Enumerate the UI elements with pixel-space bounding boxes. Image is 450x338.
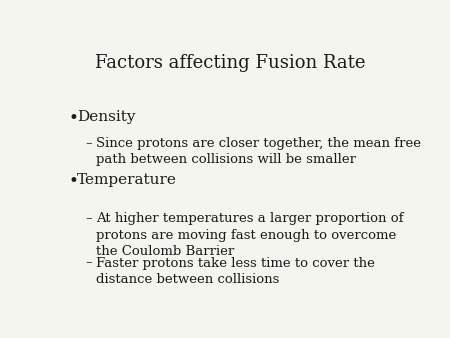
Text: Factors affecting Fusion Rate: Factors affecting Fusion Rate xyxy=(95,54,366,72)
Text: –: – xyxy=(86,137,93,150)
Text: At higher temperatures a larger proportion of
protons are moving fast enough to : At higher temperatures a larger proporti… xyxy=(96,212,404,258)
Text: Temperature: Temperature xyxy=(77,173,177,187)
Text: Faster protons take less time to cover the
distance between collisions: Faster protons take less time to cover t… xyxy=(96,257,375,286)
Text: –: – xyxy=(86,212,93,225)
Text: Since protons are closer together, the mean free
path between collisions will be: Since protons are closer together, the m… xyxy=(96,137,421,166)
Text: Density: Density xyxy=(77,110,136,123)
Text: –: – xyxy=(86,257,93,270)
Text: •: • xyxy=(68,173,78,190)
Text: •: • xyxy=(68,110,78,126)
